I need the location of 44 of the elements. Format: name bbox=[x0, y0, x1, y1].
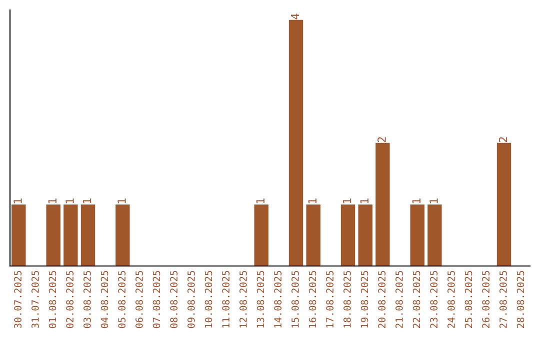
x-tick-label: 24.08.2025 bbox=[447, 270, 455, 328]
x-tick-label: 13.08.2025 bbox=[256, 270, 264, 328]
data-label: 2 bbox=[498, 137, 508, 142]
x-tick-label: 07.08.2025 bbox=[152, 270, 160, 328]
data-label: 4 bbox=[290, 14, 300, 20]
x-tick-label: 08.08.2025 bbox=[170, 270, 178, 328]
x-tick-label: 21.08.2025 bbox=[395, 270, 403, 328]
x-tick-label: 10.08.2025 bbox=[204, 270, 212, 328]
x-tick-label: 19.08.2025 bbox=[360, 270, 368, 328]
x-tick-label: 27.08.2025 bbox=[499, 270, 507, 328]
x-tick-label: 28.08.2025 bbox=[516, 270, 524, 328]
x-tick-label: 30.07.2025 bbox=[14, 270, 22, 328]
x-tick-label: 12.08.2025 bbox=[239, 270, 247, 328]
x-tick-label: 05.08.2025 bbox=[118, 270, 126, 328]
x-tick-label: 02.08.2025 bbox=[66, 270, 74, 328]
data-label: 1 bbox=[256, 198, 264, 204]
x-tick-label: 23.08.2025 bbox=[430, 270, 438, 328]
data-label: 1 bbox=[66, 198, 74, 204]
x-tick-label: 14.08.2025 bbox=[274, 270, 282, 328]
x-tick-label: 09.08.2025 bbox=[187, 270, 195, 328]
data-label: 1 bbox=[118, 198, 126, 204]
x-tick-label: 22.08.2025 bbox=[412, 270, 420, 328]
data-label: 1 bbox=[48, 198, 56, 204]
x-tick-label: 31.07.2025 bbox=[31, 270, 39, 328]
x-tick-label: 11.08.2025 bbox=[222, 270, 230, 328]
x-tick-label: 26.08.2025 bbox=[482, 270, 490, 328]
data-label: 1 bbox=[430, 198, 438, 204]
data-label: 1 bbox=[412, 198, 420, 204]
data-label: 2 bbox=[378, 137, 386, 142]
data-label: 1 bbox=[82, 198, 92, 204]
data-label: 1 bbox=[14, 198, 22, 204]
data-label: 1 bbox=[360, 198, 368, 204]
x-tick-label: 17.08.2025 bbox=[326, 270, 334, 328]
x-tick-label: 15.08.2025 bbox=[291, 270, 299, 328]
x-tick-label: 03.08.2025 bbox=[83, 270, 91, 328]
data-label: 1 bbox=[342, 198, 352, 204]
x-tick-label: 04.08.2025 bbox=[100, 270, 108, 328]
data-label: 1 bbox=[308, 198, 316, 204]
x-tick-label: 18.08.2025 bbox=[343, 270, 351, 328]
x-tick-label: 16.08.2025 bbox=[308, 270, 316, 328]
x-tick-label: 06.08.2025 bbox=[135, 270, 143, 328]
x-tick-label: 25.08.2025 bbox=[464, 270, 472, 328]
x-tick-label: 01.08.2025 bbox=[48, 270, 56, 328]
x-tick-label: 20.08.2025 bbox=[378, 270, 386, 328]
